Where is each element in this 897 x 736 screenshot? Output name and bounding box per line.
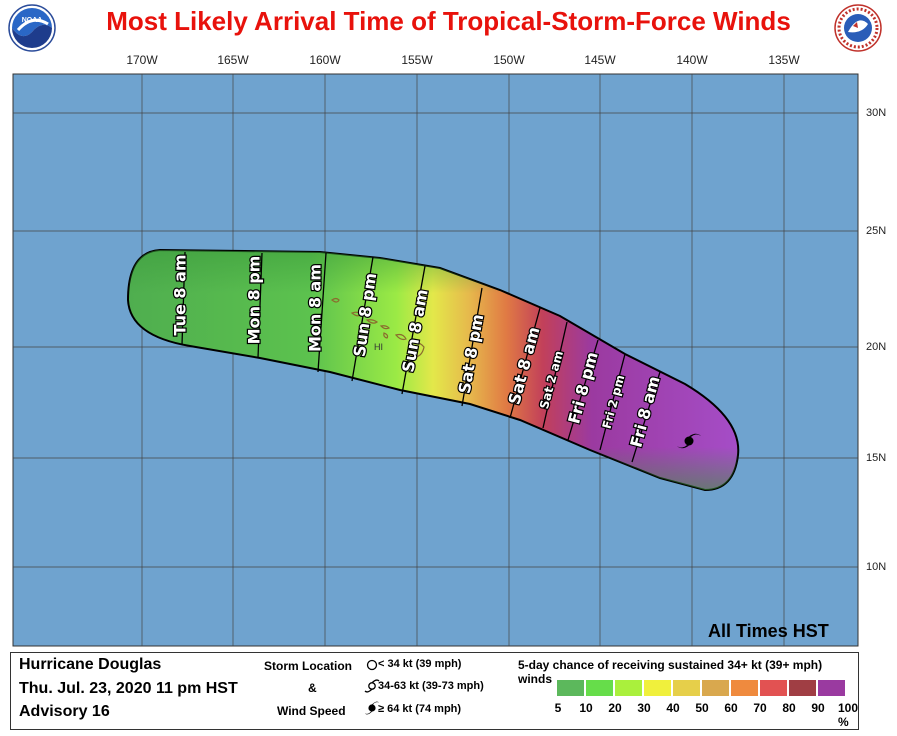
symbol-label-64kt: ≥ 64 kt (74 mph) xyxy=(378,703,462,715)
page-title: Most Likely Arrival Time of Tropical-Sto… xyxy=(106,6,791,36)
tropical-storm-icon xyxy=(364,677,380,700)
lon-label-165w: 165W xyxy=(217,53,249,67)
percent-label-30: 30 xyxy=(637,701,651,715)
advisory-date: Thu. Jul. 23, 2020 11 pm HST xyxy=(19,680,238,697)
percent-label-60: 60 xyxy=(724,701,738,715)
arrival-time-lines xyxy=(181,251,661,463)
legend-panel: Hurricane Douglas Thu. Jul. 23, 2020 11 … xyxy=(10,652,859,730)
probability-scale-title: 5-day chance of receiving sustained 34+ … xyxy=(518,658,823,686)
storm-location-label: Storm Location xyxy=(264,659,353,673)
time-label-mon-8pm: Mon 8 pm xyxy=(245,256,264,345)
lon-label-155w: 155W xyxy=(401,53,433,67)
time-zone-note: All Times HST xyxy=(708,621,829,641)
symbol-label-under-34kt: < 34 kt (39 mph) xyxy=(378,658,462,670)
lon-label-160w: 160W xyxy=(309,53,341,67)
percent-label-90: 90 xyxy=(811,701,825,715)
percent-label-10: 10 xyxy=(579,701,593,715)
lon-label-145w: 145W xyxy=(584,53,616,67)
lat-label-15n: 15N xyxy=(866,452,887,464)
hurricane-legend-icon xyxy=(364,699,380,722)
color-swatch-30 xyxy=(644,680,671,696)
time-label-mon-8am: Mon 8 am xyxy=(306,264,325,352)
hurricane-icon xyxy=(677,433,701,449)
lat-label-20n: 20N xyxy=(866,341,887,353)
noaa-logo-text: NOAA xyxy=(22,17,43,24)
time-label-tue-8am: Tue 8 am xyxy=(171,254,190,335)
hawaiian-islands xyxy=(331,297,425,358)
wind-speed-label: Wind Speed xyxy=(277,704,346,718)
island-label: HI xyxy=(374,342,383,352)
lat-label-30n: 30N xyxy=(866,107,887,119)
color-swatch-70 xyxy=(760,680,787,696)
percent-label-20: 20 xyxy=(608,701,622,715)
percent-label-70: 70 xyxy=(753,701,767,715)
nws-logo xyxy=(834,4,882,52)
lon-label-135w: 135W xyxy=(768,53,800,67)
color-swatch-80 xyxy=(789,680,816,696)
lon-label-150w: 150W xyxy=(493,53,525,67)
percent-label-80: 80 xyxy=(782,701,796,715)
color-swatch-50 xyxy=(702,680,729,696)
noaa-logo: NOAA xyxy=(8,4,56,52)
ampersand-label: & xyxy=(308,681,317,695)
lat-label-25n: 25N xyxy=(866,225,887,237)
lon-label-140w: 140W xyxy=(676,53,708,67)
color-swatch-10 xyxy=(586,680,613,696)
percent-label-40: 40 xyxy=(666,701,680,715)
color-swatch-40 xyxy=(673,680,700,696)
percent-label-50: 50 xyxy=(695,701,709,715)
storm-name: Hurricane Douglas xyxy=(19,656,162,673)
color-swatch-60 xyxy=(731,680,758,696)
color-swatch-90 xyxy=(818,680,845,696)
lon-label-170w: 170W xyxy=(126,53,158,67)
color-swatch-20 xyxy=(615,680,642,696)
color-swatch-5 xyxy=(557,680,584,696)
symbol-label-34-63kt: 34-63 kt (39-73 mph) xyxy=(378,680,484,692)
percent-label-100: 100 % xyxy=(837,701,859,729)
lat-label-10n: 10N xyxy=(866,561,887,573)
advisory-number: Advisory 16 xyxy=(19,703,110,720)
open-circle-icon xyxy=(365,658,379,677)
percent-label-5: 5 xyxy=(554,701,562,715)
